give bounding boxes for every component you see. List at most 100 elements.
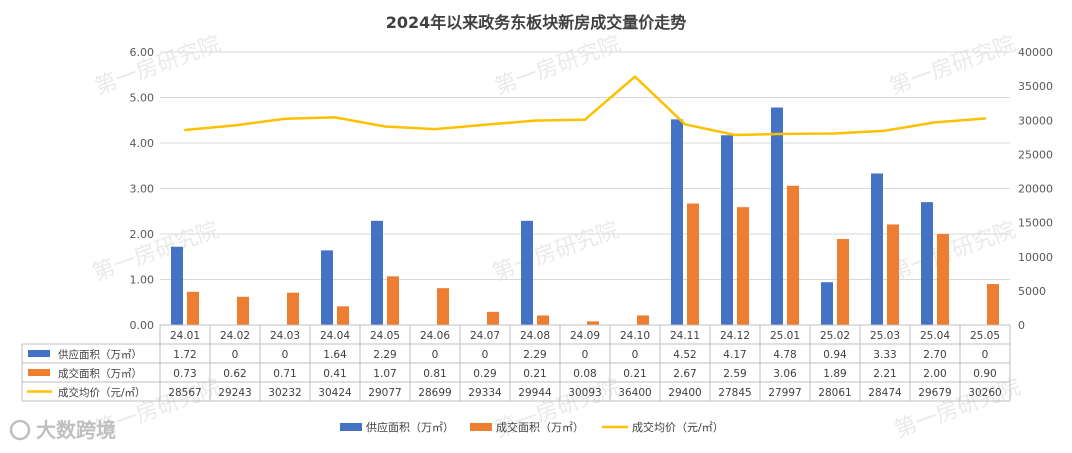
table-legend-key (28, 350, 50, 357)
table-cell-value: 28567 (168, 387, 201, 399)
line-point-average-price (433, 127, 437, 131)
right-axis-tick-label: 35000 (1018, 80, 1053, 93)
bar-deal-area (237, 296, 249, 325)
bar-supply-area (371, 220, 383, 325)
bar-supply-area (171, 246, 183, 325)
table-cell-value: 3.33 (873, 349, 896, 361)
category-label: 24.08 (520, 330, 550, 342)
bar-deal-area (987, 284, 999, 325)
table-cell-value: 30093 (568, 387, 601, 399)
category-label: 24.06 (420, 330, 450, 342)
table-cell-value: 0.08 (573, 368, 596, 380)
bar-supply-area (771, 107, 783, 325)
bar-supply-area (921, 202, 933, 325)
table-cell-value: 29077 (368, 387, 401, 399)
table-cell-value: 2.00 (923, 368, 946, 380)
table-legend-key (28, 369, 50, 376)
category-label: 24.10 (620, 330, 650, 342)
table-cell-value: 1.64 (323, 349, 347, 361)
left-axis-tick-label: 3.00 (130, 183, 155, 196)
watermark-text: 第一房研究院 (491, 32, 624, 101)
watermark-text: 第一房研究院 (886, 32, 1019, 101)
bar-supply-area (321, 250, 333, 325)
line-point-average-price (883, 129, 887, 132)
line-point-average-price (483, 123, 487, 126)
line-point-average-price (633, 75, 637, 78)
table-cell-value: 0 (482, 349, 489, 361)
table-cell-value: 4.17 (723, 349, 746, 361)
right-axis-tick-label: 10000 (1018, 251, 1053, 264)
line-point-average-price (333, 116, 337, 119)
category-label: 24.04 (320, 330, 350, 342)
bar-deal-area (837, 239, 849, 325)
category-label: 24.07 (470, 330, 500, 342)
table-cell-value: 30232 (268, 387, 301, 399)
table-cell-value: 0.81 (423, 368, 446, 380)
logo-icon (9, 419, 31, 441)
left-axis-tick-label: 4.00 (130, 137, 155, 150)
line-point-average-price (933, 121, 937, 124)
table-cell-value: 0 (582, 349, 589, 361)
bar-deal-area (187, 291, 199, 325)
bar-deal-area (387, 276, 399, 325)
table-series-name: 供应面积（万㎡） (58, 348, 142, 361)
table-cell-value: 0.29 (473, 368, 496, 380)
table-cell-value: 29944 (518, 387, 552, 399)
table-cell-value: 0.41 (323, 368, 346, 380)
category-label: 24.03 (270, 330, 300, 342)
line-point-average-price (783, 132, 787, 136)
table-cell-value: 0.21 (523, 368, 546, 380)
category-label: 24.01 (170, 330, 200, 342)
bar-deal-area (487, 311, 499, 325)
table-cell-value: 2.29 (523, 349, 546, 361)
category-label: 24.12 (720, 330, 750, 342)
left-axis-tick-label: 1.00 (130, 274, 155, 287)
table-cell-value: 30260 (968, 387, 1001, 399)
table-cell-value: 28699 (418, 387, 451, 399)
chart-title: 2024年以来政务东板块新房成交量价走势 (386, 13, 687, 32)
right-axis-tick-label: 25000 (1018, 148, 1053, 161)
category-label: 24.09 (570, 330, 600, 342)
watermark-text: 第一房研究院 (89, 218, 222, 287)
table-cell-value: 3.06 (773, 368, 797, 380)
table-cell-value: 0 (982, 349, 989, 361)
table-cell-value: 0 (282, 349, 289, 361)
table-cell-value: 0.73 (173, 368, 196, 380)
bar-deal-area (687, 203, 699, 325)
table-cell-value: 2.21 (873, 368, 896, 380)
category-label: 24.02 (220, 330, 250, 342)
bar-deal-area (787, 185, 799, 325)
category-label: 24.05 (370, 330, 400, 342)
table-cell-value: 29334 (468, 387, 502, 399)
table-cell-value: 2.67 (673, 368, 696, 380)
table-cell-value: 1.89 (823, 368, 846, 380)
legend-label: 成交均价（元/㎡） (632, 420, 724, 434)
watermark-text: 第一房研究院 (91, 32, 224, 101)
table-cell-value: 0 (232, 349, 239, 361)
table-cell-value: 0.21 (623, 368, 646, 380)
bar-deal-area (737, 207, 749, 325)
table-cell-value: 2.29 (373, 349, 396, 361)
table-cell-value: 4.78 (773, 349, 796, 361)
right-axis-tick-label: 20000 (1018, 183, 1053, 196)
right-axis-tick-label: 15000 (1018, 217, 1053, 230)
line-average-price (184, 75, 986, 137)
table-cell-value: 2.70 (923, 349, 946, 361)
right-axis-tick-label: 0 (1018, 319, 1025, 332)
category-label: 25.05 (970, 330, 1000, 342)
legend-label: 成交面积（万㎡） (496, 420, 584, 434)
table-series-name: 成交面积（万㎡） (58, 367, 142, 380)
left-axis-tick-label: 2.00 (130, 228, 155, 241)
line-point-average-price (283, 117, 287, 120)
table-cell-value: 28474 (868, 387, 902, 399)
bar-supply-area (671, 119, 683, 325)
table-cell-value: 29679 (918, 387, 951, 399)
category-label: 24.11 (670, 330, 700, 342)
bar-supply-area (521, 220, 533, 325)
category-label: 25.02 (820, 330, 850, 342)
line-point-average-price (233, 124, 237, 127)
line-point-average-price (833, 132, 837, 135)
table-cell-value: 0.90 (973, 368, 996, 380)
bar-deal-area (537, 315, 549, 325)
table-cell-value: 28061 (818, 387, 851, 399)
